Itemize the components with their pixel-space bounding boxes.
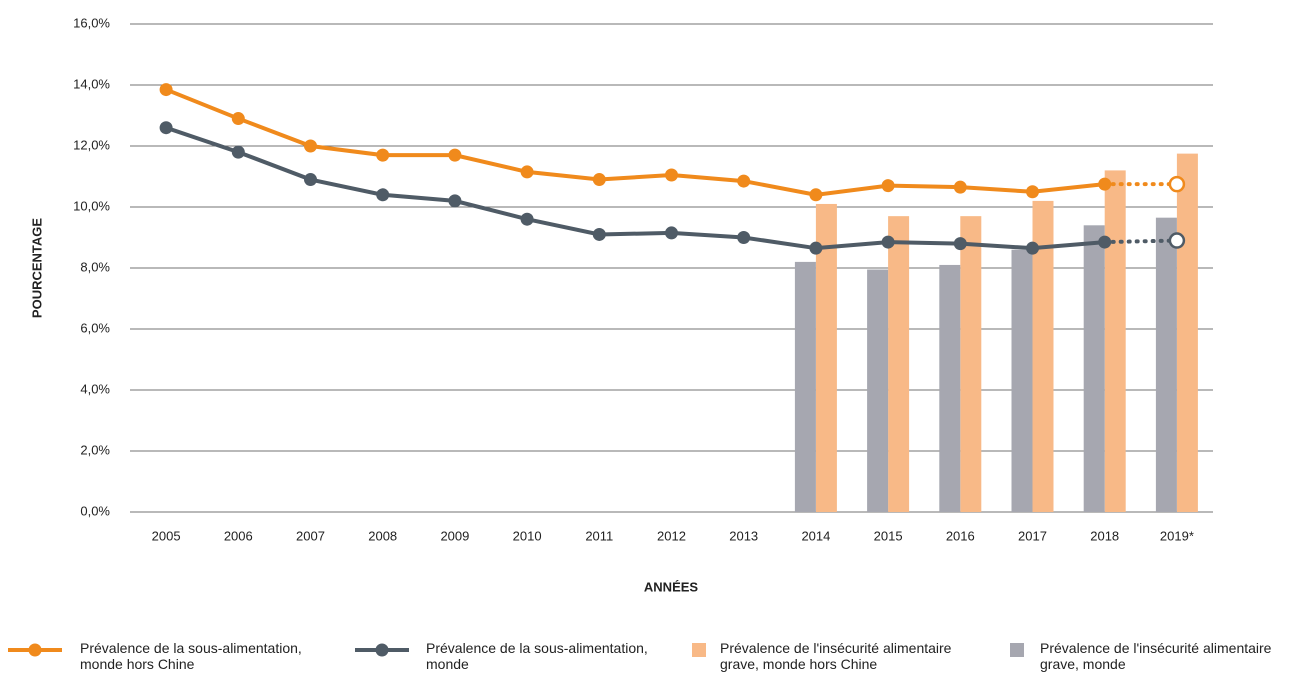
x-tick-label: 2010: [513, 528, 542, 543]
bar: [794, 261, 816, 512]
legend-label: Prévalence de l'insécurité alimentaire g…: [720, 640, 952, 672]
point: [881, 235, 895, 249]
y-tick-label: 4,0%: [80, 381, 110, 396]
point: [592, 173, 606, 187]
point: [304, 173, 317, 187]
point: [1098, 177, 1112, 191]
legend-label: Prévalence de l'insécurité alimentaire g…: [1040, 640, 1272, 672]
legend-label: Prévalence de la sous-alimentation, mond…: [426, 640, 648, 672]
point: [953, 237, 967, 251]
bar: [939, 264, 961, 512]
legend-swatch: [692, 643, 706, 657]
x-tick-label: 2007: [296, 528, 325, 543]
legend-label: Prévalence de la sous-alimentation, mond…: [80, 640, 302, 672]
bar: [867, 269, 889, 512]
x-tick-label: 2008: [368, 528, 397, 543]
point: [881, 179, 895, 193]
point: [1026, 241, 1039, 255]
point: [1026, 185, 1039, 199]
point: [665, 226, 678, 240]
bar: [1011, 249, 1033, 512]
y-tick-label: 14,0%: [73, 76, 110, 91]
point: [304, 139, 317, 153]
point: [665, 168, 678, 182]
y-tick-label: 12,0%: [73, 137, 110, 152]
line: [165, 125, 1105, 251]
x-axis-label: ANNÉES: [644, 579, 699, 594]
x-tick-label: 2009: [440, 528, 469, 543]
legend-point: [28, 643, 42, 657]
y-tick-label: 2,0%: [80, 442, 110, 457]
bar: [815, 203, 837, 512]
x-tick-label: 2017: [1018, 528, 1047, 543]
point: [592, 227, 606, 241]
x-tick-label: 2014: [801, 528, 830, 543]
bar: [1155, 217, 1177, 513]
point: [953, 180, 967, 194]
y-tick-label: 8,0%: [80, 259, 110, 274]
x-tick-label: 2015: [874, 528, 903, 543]
point: [448, 194, 462, 208]
bar: [888, 216, 910, 512]
point: [231, 112, 245, 126]
point: [1168, 175, 1186, 193]
x-tick-label: 2012: [657, 528, 686, 543]
y-tick-label: 0,0%: [80, 503, 110, 518]
point: [809, 241, 823, 255]
x-tick-label: 2005: [152, 528, 181, 543]
y-tick-label: 16,0%: [73, 15, 110, 30]
y-tick-label: 10,0%: [73, 198, 110, 213]
point: [809, 188, 823, 202]
point: [520, 165, 534, 179]
point: [159, 121, 173, 135]
x-tick-label: 2006: [224, 528, 253, 543]
point: [159, 83, 173, 97]
x-tick-label: 2013: [729, 528, 758, 543]
x-tick-label: 2011: [585, 528, 613, 543]
point: [376, 188, 390, 202]
legend-point: [375, 643, 389, 657]
bar: [1083, 225, 1105, 513]
x-tick-label: 2019*: [1160, 528, 1194, 543]
point: [737, 174, 751, 188]
point: [231, 145, 245, 159]
point: [1098, 235, 1112, 249]
bar: [1104, 170, 1126, 512]
point: [448, 148, 462, 162]
point: [737, 231, 751, 244]
line: [165, 87, 1105, 197]
point: [376, 148, 390, 162]
x-tick-label: 2018: [1090, 528, 1119, 543]
x-tick-label: 2016: [946, 528, 975, 543]
y-axis-label: POURCENTAGE: [29, 218, 44, 318]
bar: [1032, 200, 1054, 512]
legend-swatch: [1010, 643, 1024, 657]
bar: [1176, 153, 1198, 512]
point: [1168, 232, 1186, 249]
bar: [960, 216, 982, 512]
y-tick-label: 6,0%: [80, 320, 110, 335]
point: [520, 212, 534, 226]
